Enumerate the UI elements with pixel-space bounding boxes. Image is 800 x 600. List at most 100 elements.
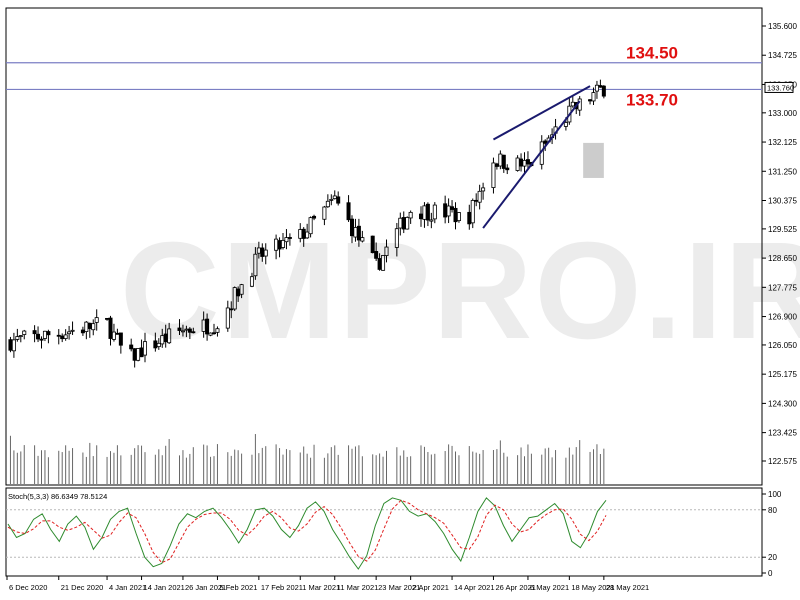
time-tick-label: 2 Apr 2021 <box>413 583 449 592</box>
candle-body <box>349 218 354 237</box>
candle-body <box>481 187 486 192</box>
candles <box>8 79 606 368</box>
candle-body <box>346 202 351 221</box>
candle-body <box>42 330 47 339</box>
wedge-lower-line <box>482 100 581 229</box>
candle-body <box>215 328 220 333</box>
candle-body <box>418 213 423 220</box>
price-tick-label: 133.000 <box>768 109 797 118</box>
candle-body <box>432 204 437 220</box>
candle-body <box>522 159 527 167</box>
candle-body <box>11 339 16 352</box>
candle-body <box>60 335 65 340</box>
candle-body <box>401 217 406 230</box>
time-tick-label: 26 Jan 2021 <box>185 583 226 592</box>
time-tick-label: 28 May 2021 <box>606 583 649 592</box>
target-box <box>583 142 604 178</box>
time-tick-label: 5 Feb 2021 <box>219 583 257 592</box>
stoch-tick-label: 20 <box>768 553 777 562</box>
candle-body <box>470 200 475 224</box>
candle-body <box>94 317 99 323</box>
candle-body <box>105 317 110 320</box>
price-tick-label: 129.525 <box>768 225 797 234</box>
candle-body <box>425 203 430 221</box>
candle-body <box>312 215 317 219</box>
candle-body <box>80 329 85 334</box>
candle-body <box>325 200 330 208</box>
candle-body <box>360 237 365 242</box>
candle-body <box>63 334 68 339</box>
candle-body <box>298 229 303 239</box>
price-tick-label: 125.175 <box>768 370 797 379</box>
candle-body <box>601 85 606 97</box>
candle-body <box>394 228 399 248</box>
candle-body <box>450 206 455 210</box>
candle-body <box>477 190 482 203</box>
candle-body <box>491 162 496 188</box>
candle-body <box>256 247 261 254</box>
candle-body <box>56 334 61 337</box>
candle-body <box>429 219 434 222</box>
candle-body <box>519 158 524 167</box>
stoch-tick-label: 0 <box>768 569 773 578</box>
candle-body <box>598 85 603 88</box>
time-tick-label: 6 May 2021 <box>530 583 569 592</box>
level-label: 133.70 <box>626 90 678 109</box>
candle-body <box>180 330 185 333</box>
candle-body <box>543 140 548 144</box>
candle-body <box>153 340 158 349</box>
candle-body <box>191 331 196 334</box>
candle-body <box>15 336 20 340</box>
main-plot-frame <box>5 7 763 486</box>
candle-body <box>422 205 427 220</box>
candle-body <box>408 211 413 219</box>
volume-histogram <box>9 434 605 484</box>
candle-body <box>446 205 451 217</box>
candle-body <box>91 323 96 331</box>
time-tick-label: 21 Dec 2020 <box>61 583 104 592</box>
candle-body <box>284 237 289 243</box>
wedge-upper-line <box>492 85 591 141</box>
candle-body <box>453 207 458 223</box>
candle-body <box>39 338 44 341</box>
candle-body <box>305 231 310 239</box>
candle-body <box>253 253 258 277</box>
candle-body <box>184 328 189 331</box>
candle-body <box>84 321 89 332</box>
candle-body <box>118 332 123 346</box>
time-tick-label: 4 Jan 2021 <box>109 583 146 592</box>
price-tick-label: 124.300 <box>768 399 797 408</box>
candle-body <box>139 347 144 358</box>
price-tick-label: 126.050 <box>768 341 797 350</box>
price-tick-label: 128.650 <box>768 254 797 263</box>
candle-body <box>588 99 593 102</box>
candle-body <box>280 239 285 248</box>
candle-body <box>8 339 13 351</box>
candle-body <box>115 332 120 335</box>
candle-body <box>467 211 472 225</box>
candle-body <box>287 237 292 239</box>
candle-body <box>263 249 268 257</box>
stoch-signal-line <box>7 499 607 564</box>
candle-body <box>67 331 72 335</box>
candle-body <box>301 228 306 239</box>
candle-body <box>384 246 389 256</box>
level-label: 134.50 <box>626 44 678 63</box>
candle-body <box>494 163 499 167</box>
candle-body <box>525 159 530 165</box>
candle-body <box>142 341 147 356</box>
candle-body <box>274 238 279 251</box>
candle-body <box>591 92 596 102</box>
price-tick-label: 126.900 <box>768 313 797 322</box>
time-tick-label: 14 Jan 2021 <box>144 583 185 592</box>
candle-body <box>501 154 506 169</box>
price-tick-label: 131.250 <box>768 167 797 176</box>
price-tick-label: 135.600 <box>768 22 797 31</box>
candle-body <box>205 318 210 335</box>
candle-body <box>515 157 520 171</box>
candle-body <box>563 122 568 127</box>
candle-body <box>332 195 337 200</box>
candle-body <box>474 199 479 202</box>
candle-body <box>239 284 244 295</box>
candle-body <box>156 342 161 348</box>
